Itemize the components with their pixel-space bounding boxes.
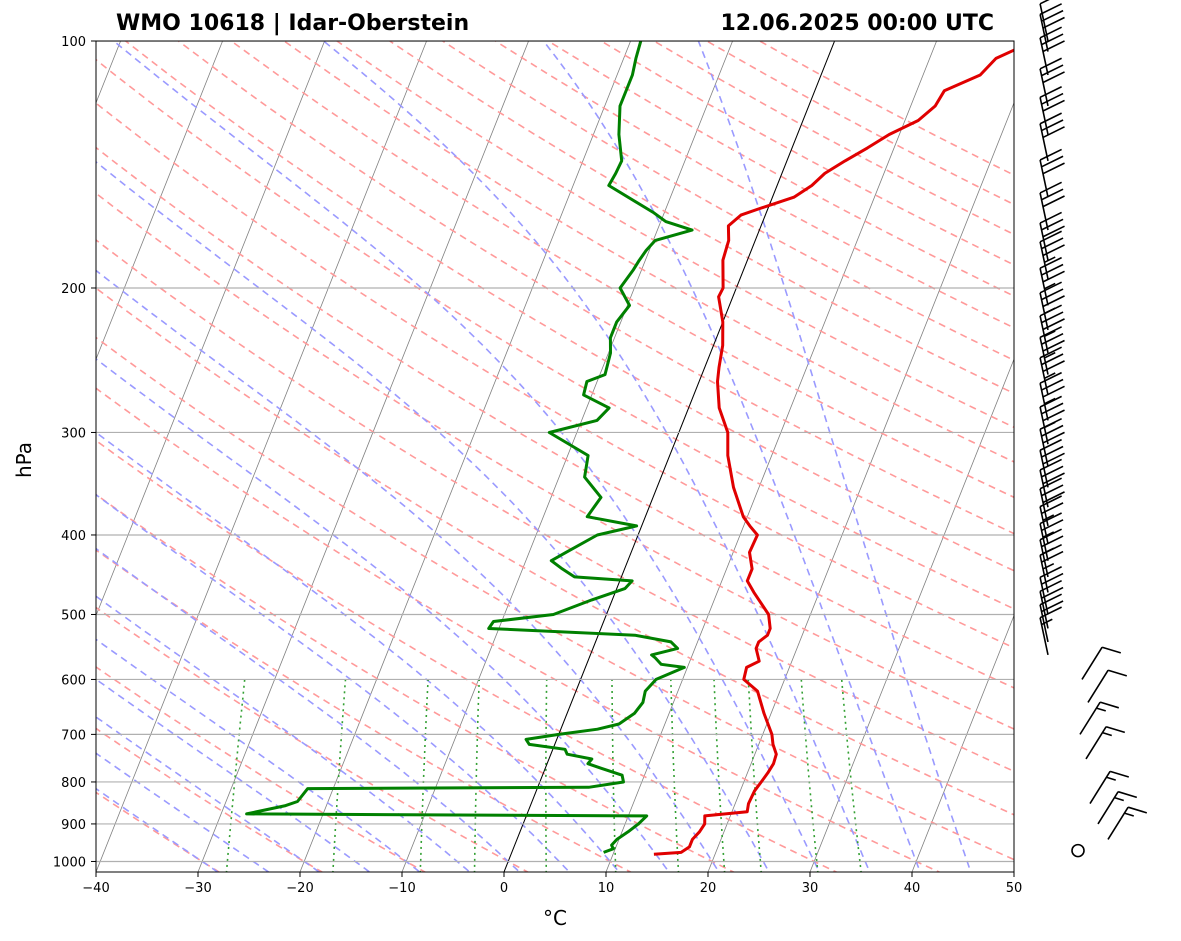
isotherm-line xyxy=(605,41,937,872)
isotherm-line xyxy=(96,41,223,361)
wind-barb xyxy=(1085,725,1126,760)
wind-barb xyxy=(1079,701,1120,735)
dry-adiabat-line xyxy=(96,239,1014,773)
mixing-ratio-line xyxy=(611,679,617,872)
wind-barb xyxy=(1039,593,1064,643)
dry-adiabat-line xyxy=(96,791,221,872)
y-tick-label: 500 xyxy=(61,608,86,623)
x-tick-label: 10 xyxy=(598,881,615,896)
moist-adiabat-line xyxy=(96,678,371,872)
moist-adiabat-line xyxy=(323,41,871,872)
y-tick-label: 300 xyxy=(61,426,86,441)
dry-adiabat-line xyxy=(96,287,1014,816)
x-tick-label: 30 xyxy=(802,881,819,896)
dry-adiabat-line xyxy=(389,41,1014,395)
wind-barb xyxy=(1039,371,1065,421)
moist-adiabat-line xyxy=(96,160,770,872)
wind-barb xyxy=(1039,281,1065,331)
wind-barb xyxy=(1039,148,1065,198)
isotherm-line xyxy=(197,41,529,872)
isotherm-line xyxy=(911,614,1014,872)
mixing-ratio-line xyxy=(670,679,680,872)
y-tick-label: 600 xyxy=(61,673,86,688)
x-tick-label: −40 xyxy=(82,881,109,896)
moist-adiabat-line xyxy=(96,357,670,872)
moist-adiabat-line xyxy=(96,431,621,872)
chart-title-station: WMO 10618 | Idar-Oberstein xyxy=(116,11,469,36)
moist-adiabat-line xyxy=(697,41,972,872)
chart-title-datetime: 12.06.2025 00:00 UTC xyxy=(720,11,994,36)
dry-adiabat-line xyxy=(230,41,1014,499)
isotherm-line xyxy=(809,358,1014,872)
wind-barb xyxy=(1107,806,1148,840)
wind-barb xyxy=(1097,790,1138,825)
x-tick-label: 50 xyxy=(1006,881,1023,896)
wind-barb xyxy=(1039,3,1065,52)
moist-adiabat-line xyxy=(96,547,521,872)
mixing-ratio-line xyxy=(545,679,548,872)
dry-adiabat-line xyxy=(96,58,1014,610)
wind-barb xyxy=(1039,579,1064,629)
moist-adiabat-line xyxy=(542,41,922,872)
x-tick-label: −20 xyxy=(286,881,313,896)
wind-barb xyxy=(1039,211,1065,261)
x-tick-label: −10 xyxy=(388,881,415,896)
dry-adiabat-line xyxy=(283,41,1014,463)
dry-adiabat-line xyxy=(96,336,1014,861)
dry-adiabat-line xyxy=(125,41,1014,572)
dewpoint-line xyxy=(245,41,694,854)
dry-adiabat-line xyxy=(96,549,633,872)
wind-barb xyxy=(1089,770,1130,804)
mixing-ratio-line xyxy=(473,679,480,872)
temperature-line xyxy=(653,48,1014,856)
dry-adiabat-line xyxy=(96,606,530,872)
mixing-ratio-line xyxy=(332,679,347,872)
wind-barb xyxy=(1039,26,1065,76)
x-tick-label: −30 xyxy=(184,881,211,896)
isotherm-line xyxy=(96,41,325,617)
mixing-ratio-line xyxy=(713,679,726,872)
y-tick-label: 400 xyxy=(61,529,86,544)
wind-barb xyxy=(1071,843,1085,858)
x-tick-label: 40 xyxy=(904,881,921,896)
wind-barb xyxy=(1087,669,1128,703)
wind-barb xyxy=(1039,86,1065,135)
dry-adiabat-line xyxy=(96,493,736,872)
y-tick-label: 700 xyxy=(61,728,86,743)
y-tick-label: 200 xyxy=(61,282,86,297)
wind-barb xyxy=(1039,112,1065,162)
y-tick-label: 1000 xyxy=(53,855,86,870)
wind-barb xyxy=(1081,646,1122,680)
mixing-ratio-line xyxy=(747,679,763,872)
moist-adiabat-line xyxy=(96,493,571,872)
plot-frame xyxy=(95,40,1015,873)
isotherm-line xyxy=(96,41,427,872)
isotherm-line xyxy=(299,41,631,872)
x-tick-label: 20 xyxy=(700,881,717,896)
moist-adiabat-line xyxy=(96,269,720,872)
dry-adiabat-line xyxy=(96,727,324,872)
dry-adiabat-line xyxy=(96,387,942,872)
y-tick-label: 800 xyxy=(61,776,86,791)
x-axis-title: °C xyxy=(543,906,567,930)
y-tick-label: 100 xyxy=(61,35,86,50)
wind-barb xyxy=(1039,57,1065,107)
dry-adiabat-line xyxy=(96,439,839,872)
wind-barb xyxy=(1039,395,1065,445)
y-tick-label: 900 xyxy=(61,818,86,833)
moist-adiabat-line xyxy=(113,41,821,872)
x-tick-label: 0 xyxy=(500,881,508,896)
zero-isotherm-line xyxy=(503,41,836,872)
wind-barb xyxy=(1039,0,1050,42)
mixing-ratio-line xyxy=(419,679,429,872)
moist-adiabat-line xyxy=(96,716,321,872)
wind-barb xyxy=(1039,256,1065,306)
dry-adiabat-line xyxy=(96,146,1014,689)
moist-adiabat-line xyxy=(96,638,422,872)
wind-barb xyxy=(1039,181,1065,231)
y-axis-title: hPa xyxy=(12,442,36,478)
